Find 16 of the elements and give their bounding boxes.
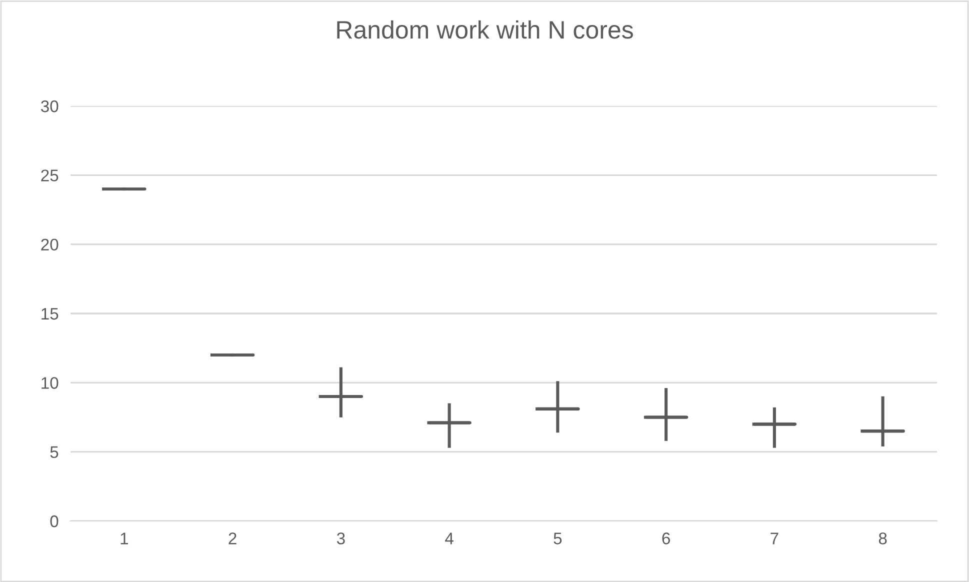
- y-tick-label: 5: [50, 446, 58, 458]
- y-tick-label: 10: [42, 377, 58, 389]
- y-tick-label: 15: [42, 308, 58, 320]
- x-tick-label: 1: [120, 532, 128, 544]
- chart-title: Random work with N cores: [337, 20, 633, 39]
- x-tick-label: 4: [445, 532, 454, 544]
- y-tick-label: 20: [41, 238, 58, 251]
- y-tick-label: 0: [50, 515, 58, 528]
- y-tick-label: 25: [41, 170, 58, 182]
- x-tick-label: 5: [554, 532, 562, 544]
- x-tick-label: 7: [770, 532, 778, 544]
- y-tick-label: 30: [40, 100, 58, 112]
- x-tick-label: 6: [662, 532, 670, 544]
- x-tick-label: 2: [228, 532, 236, 544]
- x-tick-label: 3: [336, 532, 345, 544]
- x-tick-label: 8: [878, 532, 887, 544]
